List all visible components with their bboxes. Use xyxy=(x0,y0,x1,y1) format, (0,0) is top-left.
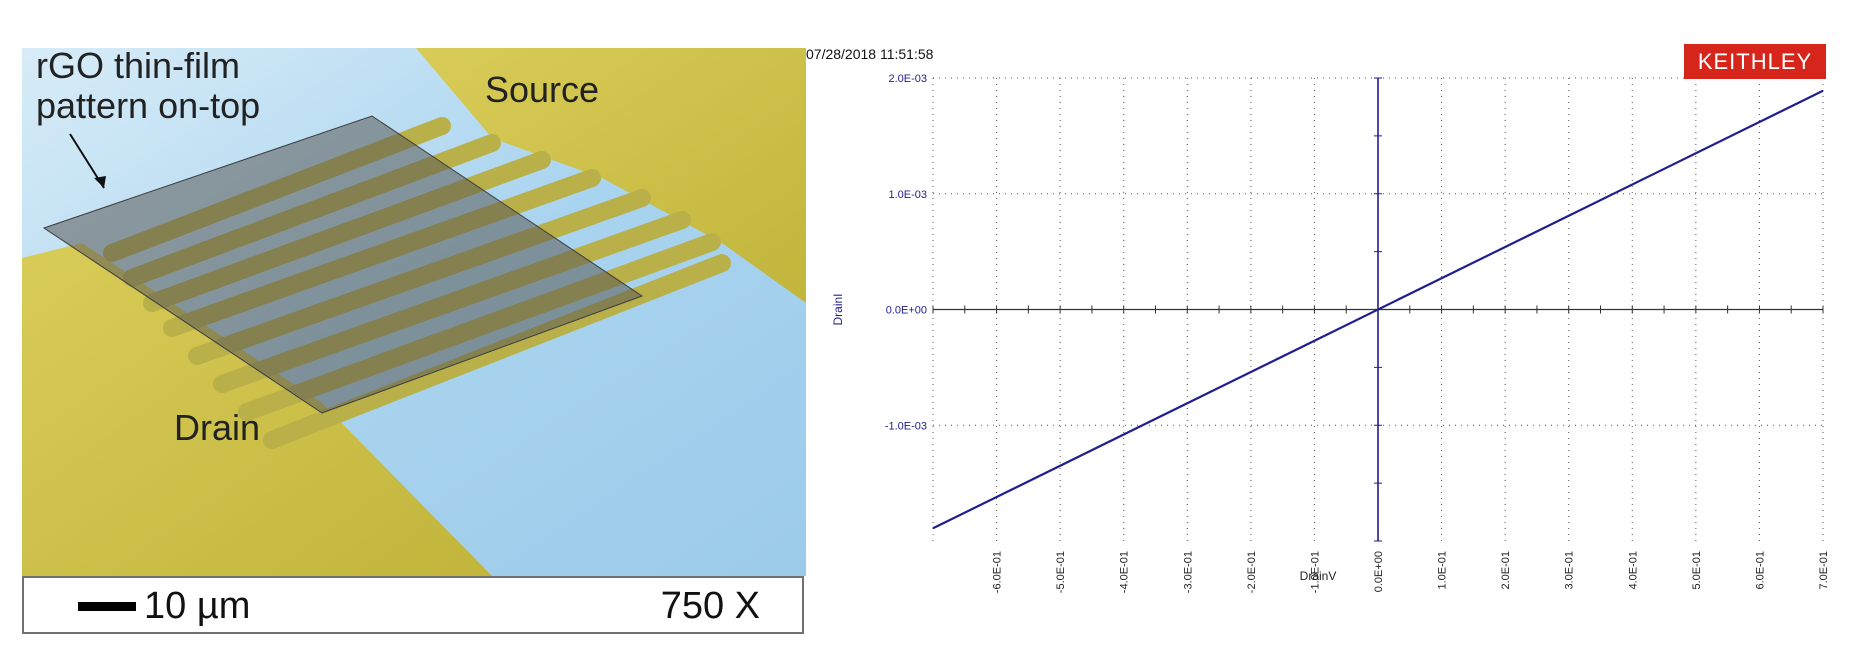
x-tick-label: 6.0E-01 xyxy=(1754,551,1766,590)
x-tick-label: 7.0E-01 xyxy=(1818,551,1830,590)
x-tick-label: 3.0E-01 xyxy=(1564,551,1576,590)
sem-micrograph: rGO thin-film pattern on-top Source Drai… xyxy=(22,48,806,636)
y-tick-label: 1.0E-03 xyxy=(888,189,927,201)
iv-series-line xyxy=(932,89,1824,530)
rgo-film xyxy=(42,115,644,414)
sem-image: rGO thin-film pattern on-top Source Drai… xyxy=(22,48,806,576)
y-tick-label: 0.0E+00 xyxy=(886,305,927,317)
scale-bar-box: 10 µm 750 X xyxy=(22,576,804,634)
keithley-logo: KEITHLEY xyxy=(1684,44,1826,79)
x-tick-label: 0.0E+00 xyxy=(1373,551,1385,592)
arrow-head xyxy=(94,176,106,188)
x-tick-label: -3.0E-01 xyxy=(1182,551,1194,593)
scale-bar-line xyxy=(78,602,136,611)
source-electrode xyxy=(416,48,806,303)
x-tick-label: 1.0E-01 xyxy=(1437,551,1449,590)
y-axis-label: DrainI xyxy=(831,293,845,325)
x-tick-label: -1.0E-01 xyxy=(1309,551,1321,593)
x-tick-label: 2.0E-01 xyxy=(1500,551,1512,590)
source-label: Source xyxy=(485,69,599,110)
drain-label: Drain xyxy=(174,407,260,448)
x-axis-label: DrainV xyxy=(1300,569,1337,583)
x-tick-label: -6.0E-01 xyxy=(992,551,1004,593)
x-tick-label: -4.0E-01 xyxy=(1119,551,1131,593)
x-tick-label: -2.0E-01 xyxy=(1246,551,1258,593)
timestamp: 07/28/2018 11:51:58 xyxy=(806,46,934,62)
annotation-line-1: rGO thin-film xyxy=(36,48,240,86)
scale-bar-label: 10 µm xyxy=(144,585,251,627)
x-tick-label: -5.0E-01 xyxy=(1055,551,1067,593)
x-tick-label: 5.0E-01 xyxy=(1691,551,1703,590)
iv-chart-panel: 2.0E-03 1.0E-03 0.0E+00 -1.0E-03 -6.0E-01 -5.… xyxy=(806,44,1856,644)
y-tick-label: -1.0E-03 xyxy=(885,420,927,432)
iv-chart: 2.0E-03 1.0E-03 0.0E+00 -1.0E-03 -6.0E-01 -5.… xyxy=(831,73,1830,593)
magnification-label: 750 X xyxy=(660,585,760,627)
annotation-line-2: pattern on-top xyxy=(36,85,260,126)
x-tick-label: 4.0E-01 xyxy=(1627,551,1639,590)
y-tick-label: 2.0E-03 xyxy=(888,73,927,85)
